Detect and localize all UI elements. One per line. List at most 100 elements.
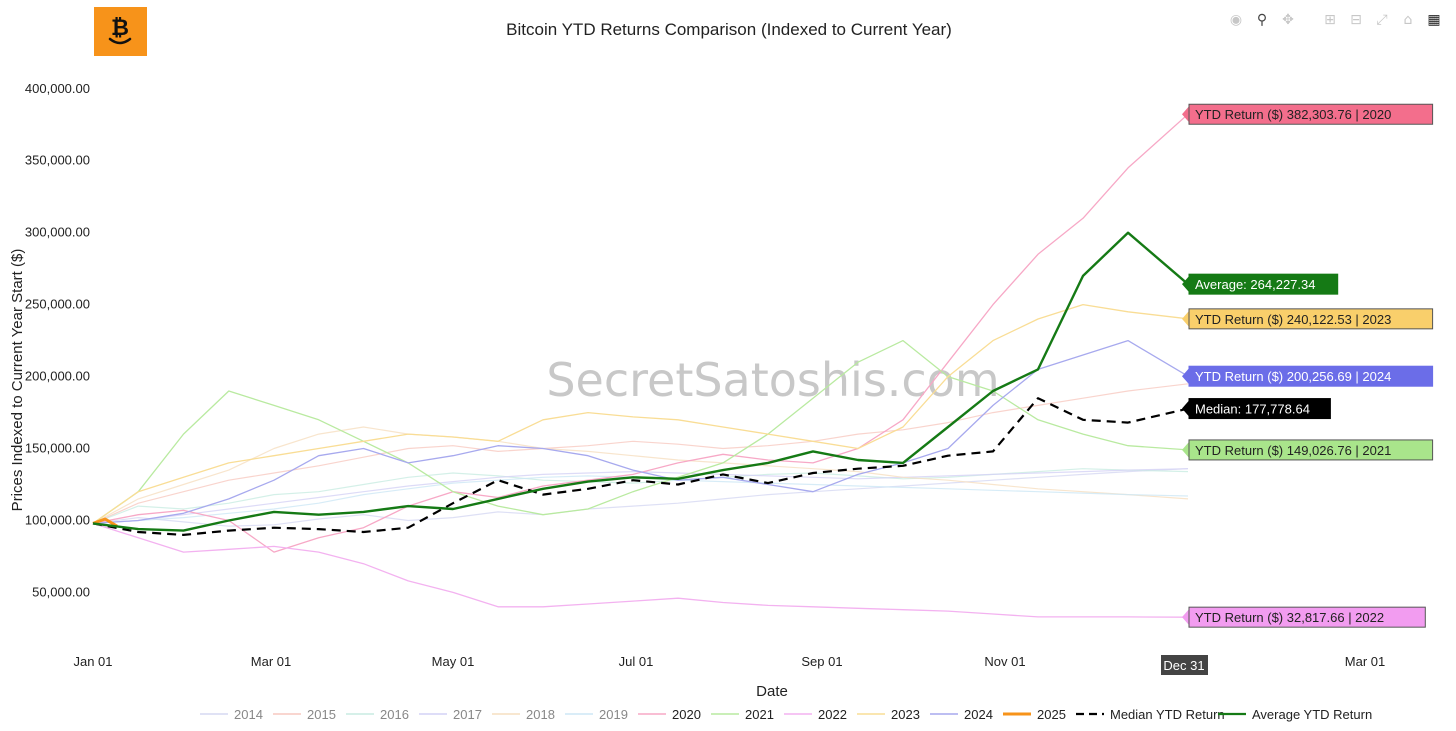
annotation-box (1188, 439, 1434, 461)
y-tick-label: 200,000.00 (25, 369, 90, 384)
x-tick-label: Jan 01 (73, 654, 112, 669)
legend-item-2014[interactable]: 2014 (200, 707, 263, 722)
annotation-text: Median: 177,778.64 (1195, 402, 1310, 417)
x-axis-ticks: Jan 01 Mar 01 May 01 Jul 01 Sep 01 Nov 01 Mar … (73, 654, 1385, 669)
series-line-2018 (92, 426, 1189, 524)
y-tick-label: 400,000.00 (25, 81, 90, 96)
hover-date-box (1161, 655, 1208, 675)
annotation-pointer (1182, 400, 1189, 417)
annotation-pointer (1182, 310, 1189, 327)
brand-logo: ₿ (94, 7, 147, 56)
series-lines (92, 113, 1189, 618)
end-annotations: YTD Return ($) 382,303.76 | 2020 Average:… (1182, 103, 1434, 628)
legend-label: 2016 (380, 707, 409, 722)
annotation-pointer (1182, 609, 1189, 626)
legend-item-2016[interactable]: 2016 (346, 707, 409, 722)
x-tick-label: Sep 01 (801, 654, 842, 669)
annotation-text: YTD Return ($) 149,026.76 | 2021 (1195, 443, 1391, 458)
legend-item-2017[interactable]: 2017 (419, 707, 482, 722)
home-icon[interactable]: ⌂ (1403, 12, 1413, 28)
y-axis-ticks: 50,000.00 100,000.00 150,000.00 200,000.00 2… (25, 81, 90, 600)
x-tick-label: Nov 01 (984, 654, 1025, 669)
hover-date-text: Dec 31 (1163, 658, 1204, 673)
legend-label: 2020 (672, 707, 701, 722)
chart-title: Bitcoin YTD Returns Comparison (Indexed … (506, 20, 952, 39)
y-tick-label: 250,000.00 (25, 297, 90, 312)
legend-label: 2021 (745, 707, 774, 722)
annotation-text: Average: 264,227.34 (1195, 277, 1315, 292)
legend-item-average-ytd-return[interactable]: Average YTD Return (1218, 707, 1372, 722)
series-line-2025 (92, 517, 118, 528)
zoom-in-icon[interactable]: ⊞ (1324, 12, 1336, 28)
series-line-2022 (92, 522, 1189, 618)
annotation-text: YTD Return ($) 32,817.66 | 2022 (1195, 610, 1384, 625)
legend-item-2019[interactable]: 2019 (565, 707, 628, 722)
annotation-box (1188, 606, 1426, 628)
camera-icon[interactable]: ◉ (1229, 12, 1243, 28)
series-line-2017 (92, 468, 1189, 524)
series-line-average-ytd-return (92, 231, 1189, 532)
annotation-box (1188, 365, 1434, 387)
legend-label: 2023 (891, 707, 920, 722)
legend-item-median-ytd-return[interactable]: Median YTD Return (1076, 707, 1225, 722)
annotation-text: YTD Return ($) 240,122.53 | 2023 (1195, 312, 1391, 327)
y-tick-label: 50,000.00 (32, 584, 90, 599)
annotation-pointer (1182, 368, 1189, 385)
legend-item-2015[interactable]: 2015 (273, 707, 336, 722)
y-tick-label: 300,000.00 (25, 225, 90, 240)
svg-text:₿: ₿ (111, 16, 129, 41)
x-tick-label: Mar 01 (251, 654, 291, 669)
annotation-box (1188, 103, 1434, 125)
zoom-out-icon[interactable]: ⊟ (1350, 12, 1362, 28)
series-line-2015 (92, 383, 1189, 524)
series-line-2020 (92, 113, 1189, 553)
annotation-box (1188, 273, 1339, 295)
annotation-pointer (1182, 276, 1189, 293)
x-tick-label: Jul 01 (619, 654, 654, 669)
legend-item-2021[interactable]: 2021 (711, 707, 774, 722)
bitcoin-smile-logo-icon: ₿ (108, 16, 132, 45)
y-axis-label: Prices Indexed to Current Year Start ($) (9, 249, 26, 512)
legend-label: 2025 (1037, 707, 1066, 722)
legend-label: 2018 (526, 707, 555, 722)
legend-label: 2022 (818, 707, 847, 722)
x-axis-label: Date (756, 683, 788, 700)
zoom-icon[interactable]: ⚲ (1256, 12, 1268, 28)
annotation-pointer (1182, 106, 1189, 123)
hover-date-label: Dec 31 (1161, 655, 1208, 675)
series-line-median-ytd-return (92, 397, 1189, 537)
watermark-text: SecretSatoshis.com (546, 353, 999, 407)
legend-item-2020[interactable]: 2020 (638, 707, 701, 722)
legend: 2014 2015 2016 2017 2018 2019 2020 2021 2022 2023… (200, 707, 1372, 722)
autoscale-icon[interactable]: ⤢ (1376, 12, 1388, 28)
annotation-text: YTD Return ($) 382,303.76 | 2020 (1195, 107, 1391, 122)
series-line-2023 (92, 303, 1189, 524)
x-tick-label: May 01 (432, 654, 475, 669)
annotation-pointer (1182, 441, 1189, 458)
legend-label: 2017 (453, 707, 482, 722)
legend-label: Average YTD Return (1252, 707, 1372, 722)
annotation-box (1188, 398, 1331, 420)
annotation-text: YTD Return ($) 200,256.69 | 2024 (1195, 369, 1391, 384)
legend-item-2018[interactable]: 2018 (492, 707, 555, 722)
y-tick-label: 100,000.00 (25, 512, 90, 527)
legend-item-2024[interactable]: 2024 (930, 707, 993, 722)
series-line-2014 (92, 468, 1189, 527)
legend-label: 2015 (307, 707, 336, 722)
annotation-box (1188, 308, 1434, 330)
legend-label: 2019 (599, 707, 628, 722)
y-tick-label: 150,000.00 (25, 441, 90, 456)
legend-label: Median YTD Return (1110, 707, 1225, 722)
plotly-logo-icon[interactable]: ▦ (1427, 12, 1441, 28)
legend-label: 2014 (234, 707, 263, 722)
legend-label: 2024 (964, 707, 993, 722)
pan-icon[interactable]: ✥ (1282, 12, 1294, 28)
legend-item-2022[interactable]: 2022 (784, 707, 847, 722)
y-tick-label: 350,000.00 (25, 153, 90, 168)
series-line-2024 (92, 339, 1189, 525)
legend-item-2025[interactable]: 2025 (1003, 707, 1066, 722)
modebar: ◉ ⚲ ✥ ⊞ ⊟ ⤢ ⌂ ▦ (1226, 10, 1444, 30)
legend-item-2023[interactable]: 2023 (857, 707, 920, 722)
x-tick-label: Mar 01 (1345, 654, 1385, 669)
